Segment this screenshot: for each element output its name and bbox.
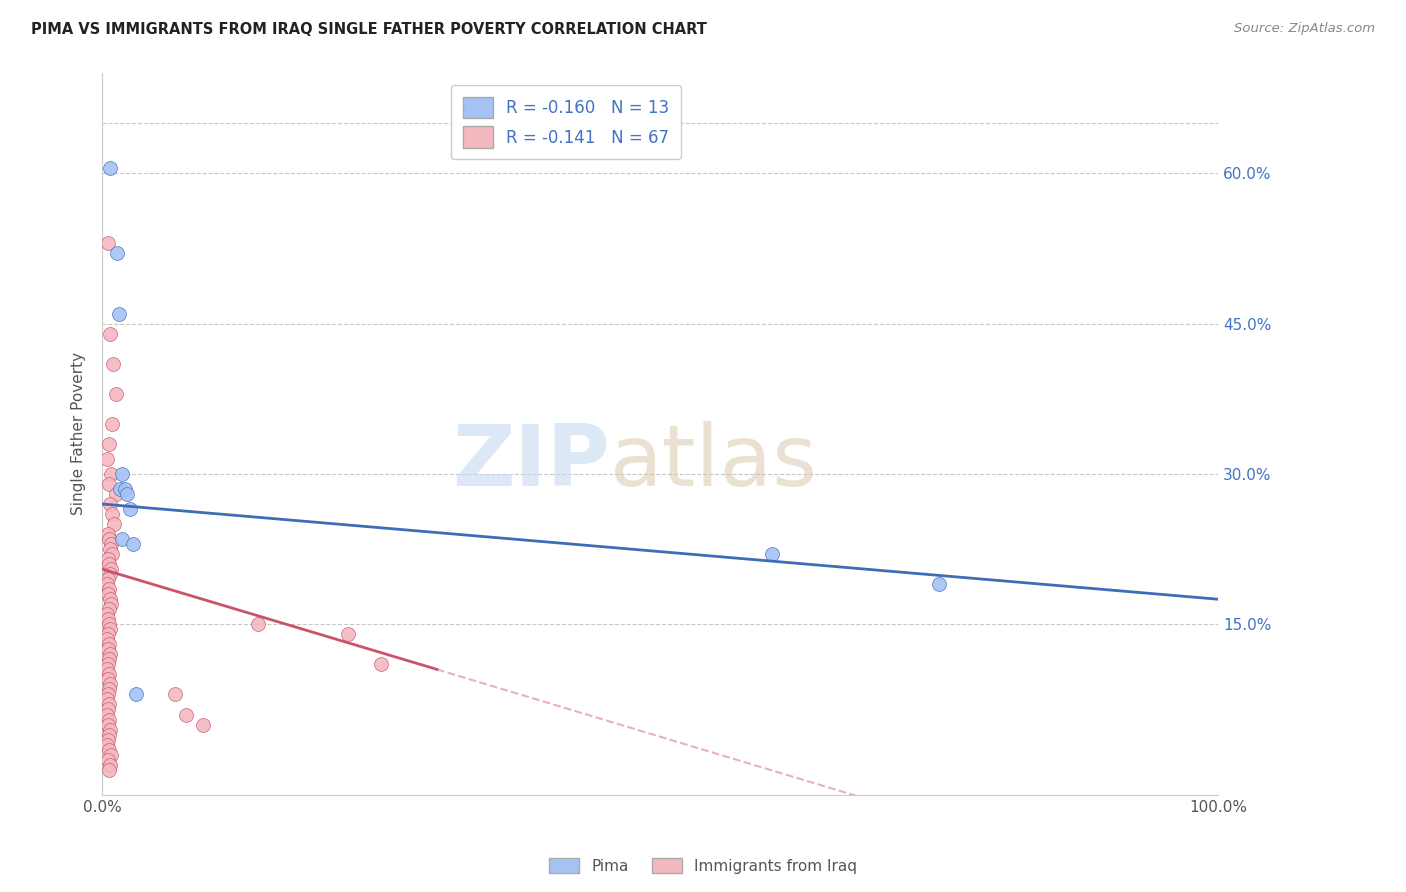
Point — [114, 482, 136, 496]
Point — [97, 572, 120, 586]
Point — [96, 577, 118, 591]
Point — [247, 617, 270, 632]
Point — [103, 357, 125, 371]
Point — [100, 747, 122, 762]
Point — [98, 567, 121, 582]
Point — [97, 437, 120, 451]
Point — [96, 451, 118, 466]
Point — [98, 161, 121, 176]
Point — [96, 607, 118, 622]
Legend: Pima, Immigrants from Iraq: Pima, Immigrants from Iraq — [543, 852, 863, 880]
Point — [97, 612, 120, 626]
Point — [97, 673, 120, 687]
Point — [101, 417, 124, 431]
Point — [336, 627, 359, 641]
Point — [174, 707, 197, 722]
Point — [163, 688, 186, 702]
Point — [111, 467, 134, 481]
Point — [98, 542, 121, 557]
Point — [97, 557, 120, 571]
Point — [370, 657, 392, 672]
Point — [96, 707, 118, 722]
Point — [115, 487, 138, 501]
Point — [97, 637, 120, 651]
Point — [97, 657, 120, 672]
Text: PIMA VS IMMIGRANTS FROM IRAQ SINGLE FATHER POVERTY CORRELATION CHART: PIMA VS IMMIGRANTS FROM IRAQ SINGLE FATH… — [31, 22, 707, 37]
Point — [100, 562, 122, 576]
Point — [120, 502, 142, 516]
Point — [96, 662, 118, 676]
Point — [97, 602, 120, 616]
Point — [100, 537, 122, 551]
Point — [96, 632, 118, 647]
Point — [98, 723, 121, 737]
Point — [98, 677, 121, 691]
Point — [928, 577, 950, 591]
Point — [97, 698, 120, 712]
Point — [104, 386, 127, 401]
Text: Source: ZipAtlas.com: Source: ZipAtlas.com — [1234, 22, 1375, 36]
Point — [97, 682, 120, 697]
Point — [761, 547, 783, 561]
Point — [100, 597, 122, 611]
Point — [96, 738, 118, 752]
Point — [97, 763, 120, 777]
Point — [98, 592, 121, 607]
Point — [97, 627, 120, 641]
Point — [98, 757, 121, 772]
Point — [97, 717, 120, 731]
Point — [97, 753, 120, 767]
Point — [97, 727, 120, 741]
Point — [108, 307, 131, 321]
Point — [97, 587, 120, 601]
Point — [97, 667, 120, 681]
Point — [96, 692, 118, 706]
Point — [97, 527, 120, 541]
Point — [97, 742, 120, 756]
Point — [125, 688, 148, 702]
Point — [122, 537, 145, 551]
Point — [97, 552, 120, 566]
Point — [101, 547, 124, 561]
Point — [97, 617, 120, 632]
Point — [98, 648, 121, 662]
Point — [97, 688, 120, 702]
Legend: R = -0.160   N = 13, R = -0.141   N = 67: R = -0.160 N = 13, R = -0.141 N = 67 — [451, 85, 681, 160]
Point — [97, 642, 120, 657]
Point — [97, 702, 120, 716]
Point — [111, 532, 134, 546]
Point — [103, 517, 125, 532]
Point — [98, 497, 121, 511]
Point — [97, 477, 120, 491]
Point — [105, 246, 128, 260]
Point — [97, 713, 120, 727]
Text: ZIP: ZIP — [453, 421, 610, 504]
Point — [191, 717, 214, 731]
Point — [101, 507, 124, 521]
Text: atlas: atlas — [610, 421, 818, 504]
Point — [100, 467, 122, 481]
Point — [97, 652, 120, 666]
Point — [97, 532, 120, 546]
Y-axis label: Single Father Poverty: Single Father Poverty — [72, 352, 86, 516]
Point — [98, 622, 121, 636]
Point — [104, 487, 127, 501]
Point — [97, 732, 120, 747]
Point — [98, 326, 121, 341]
Point — [97, 582, 120, 597]
Point — [97, 236, 120, 251]
Point — [108, 482, 131, 496]
